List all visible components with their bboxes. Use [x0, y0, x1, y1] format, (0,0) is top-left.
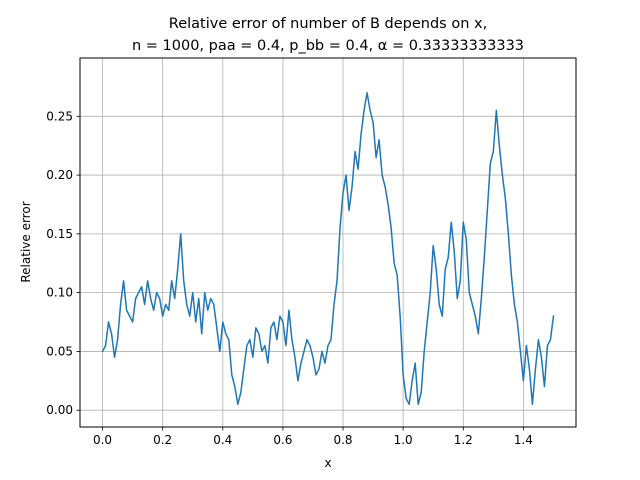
y-tick-label: 0.05: [46, 344, 73, 358]
series-line-0: [101, 92, 555, 406]
y-tick-label: 0.20: [46, 168, 73, 182]
grid-lines: [80, 58, 576, 427]
y-tick-label: 0.10: [46, 286, 73, 300]
x-tick-label: 0.6: [273, 433, 292, 447]
x-tick-label: 0.0: [93, 433, 112, 447]
plot-area-frame: [79, 57, 577, 428]
y-axis-ticks: 0.00 0.05 0.10 0.15 0.20 0.25: [46, 109, 80, 417]
y-tick-label: 0.25: [46, 109, 73, 123]
x-axis-label: x: [324, 456, 331, 470]
y-axis-label: Relative error: [19, 201, 33, 282]
x-tick-label: 1.0: [394, 433, 413, 447]
x-tick-label: 0.8: [333, 433, 352, 447]
chart-title-line-1: Relative error of number of B depends on…: [169, 16, 487, 32]
y-tick-label: 0.00: [46, 403, 73, 417]
x-tick-label: 0.2: [153, 433, 172, 447]
chart-title-line-2: n = 1000, paa = 0.4, p_bb = 0.4, α = 0.3…: [132, 38, 524, 54]
y-tick-label: 0.15: [46, 227, 73, 241]
x-tick-label: 1.4: [514, 433, 533, 447]
x-tick-label: 1.2: [454, 433, 473, 447]
x-axis-ticks: 0.0 0.2 0.4 0.6 0.8 1.0 1.2 1.4: [93, 427, 533, 447]
series-layer: [101, 92, 555, 406]
x-tick-label: 0.4: [213, 433, 232, 447]
